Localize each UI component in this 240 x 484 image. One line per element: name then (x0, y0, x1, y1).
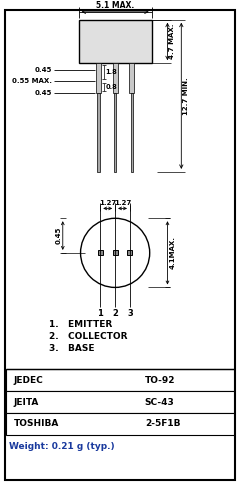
Text: 0.45: 0.45 (56, 227, 62, 244)
Bar (113, 250, 118, 256)
Text: 1.27: 1.27 (114, 200, 131, 207)
Text: 3: 3 (127, 309, 133, 318)
Text: 2: 2 (112, 309, 118, 318)
Bar (97, 93, 100, 172)
Bar (78, 20, 152, 63)
Text: 1.27: 1.27 (99, 200, 116, 207)
Bar (129, 63, 134, 93)
Text: 4.1MAX.: 4.1MAX. (169, 236, 175, 270)
Text: 3.   BASE: 3. BASE (49, 344, 95, 353)
Text: 1: 1 (97, 309, 103, 318)
Text: 0.45: 0.45 (35, 90, 52, 96)
Text: 4.7 MAX.: 4.7 MAX. (169, 24, 175, 59)
Text: JEITA: JEITA (13, 397, 39, 407)
Text: 0.45: 0.45 (35, 67, 52, 73)
Text: 1.   EMITTER: 1. EMITTER (49, 320, 112, 329)
Bar (96, 63, 101, 93)
Bar (131, 93, 133, 172)
Bar (6, 391, 234, 413)
Text: 1.8: 1.8 (106, 69, 118, 75)
Text: 5.1 MAX.: 5.1 MAX. (96, 1, 134, 10)
Bar (113, 63, 118, 93)
Bar (127, 250, 132, 256)
Text: 12.7 MIN.: 12.7 MIN. (183, 77, 189, 115)
Bar (114, 93, 116, 172)
Text: 0.55 MAX.: 0.55 MAX. (12, 78, 52, 84)
Bar (98, 250, 103, 256)
Text: TO-92: TO-92 (145, 376, 175, 385)
Text: 2.   COLLECTOR: 2. COLLECTOR (49, 332, 127, 341)
Text: Weight: 0.21 g (typ.): Weight: 0.21 g (typ.) (9, 441, 115, 451)
Text: SC-43: SC-43 (145, 397, 174, 407)
Text: TOSHIBA: TOSHIBA (13, 419, 59, 428)
Text: 2-5F1B: 2-5F1B (145, 419, 180, 428)
Text: 0.8: 0.8 (106, 84, 118, 90)
Bar (6, 369, 234, 391)
Text: JEDEC: JEDEC (13, 376, 43, 385)
Bar (6, 413, 234, 435)
